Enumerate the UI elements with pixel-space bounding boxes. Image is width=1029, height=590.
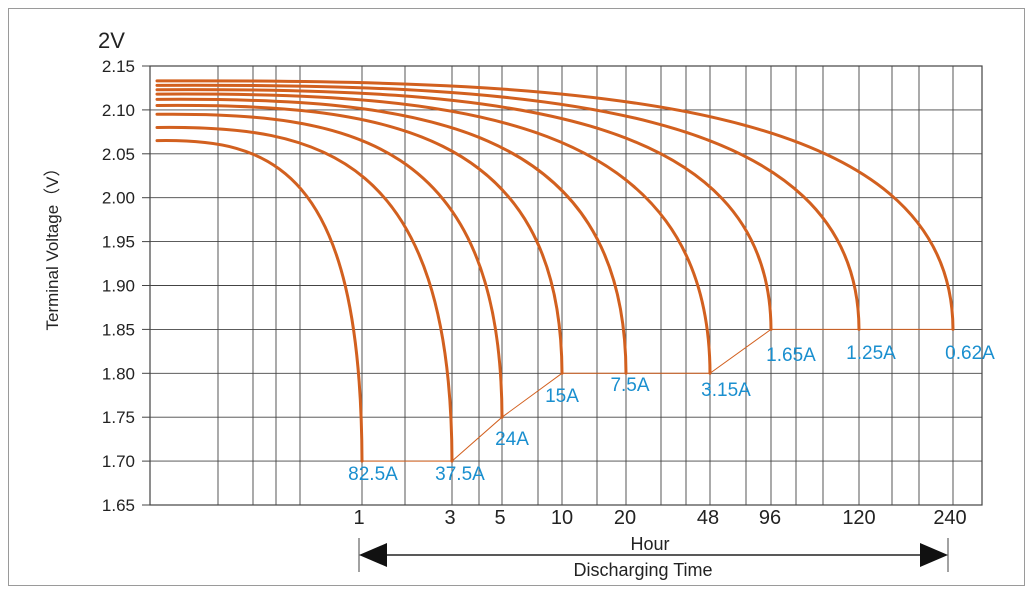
- y-tick-label: 2.10: [102, 101, 135, 120]
- x-tick-label: 1: [353, 507, 364, 529]
- x-tick-labels: 1 3 5 10 20 48 96 120 240: [353, 507, 966, 529]
- y-tick-label: 1.75: [102, 408, 135, 427]
- curve-1.65A: [155, 88, 773, 331]
- y-tick-labels: 2.15 2.10 2.05 2.00 1.95 1.90 1.85 1.80 1.75 1.70…: [102, 57, 135, 515]
- curve-label: 15A: [545, 386, 579, 407]
- curve-3.15A: [155, 92, 712, 375]
- y-tick-label: 2.05: [102, 145, 135, 164]
- curve-label: 1.25A: [846, 343, 896, 364]
- x-tick-label: 48: [697, 507, 719, 529]
- curve-24A: [155, 112, 504, 419]
- curve-15A: [155, 103, 564, 375]
- curve-label: 37.5A: [435, 464, 485, 485]
- x-axis-arrow: [358, 538, 949, 572]
- curve-label: 1.65A: [766, 345, 816, 366]
- x-tick-label: 5: [494, 507, 505, 529]
- y-tick-label: 1.90: [102, 277, 135, 296]
- x-axis-label-discharging-time: Discharging Time: [573, 560, 712, 580]
- x-tick-label: 3: [444, 507, 455, 529]
- curve-label: 24A: [495, 429, 529, 450]
- arrow-left-icon: [359, 543, 387, 567]
- chart-frame: [8, 8, 1025, 586]
- x-tick-label: 240: [933, 507, 966, 529]
- x-axis-label-hour: Hour: [630, 534, 669, 554]
- y-tick-label: 1.65: [102, 496, 135, 515]
- unit-label: 2V: [98, 28, 125, 53]
- discharge-curves: [155, 79, 955, 463]
- y-tick-label: 1.95: [102, 233, 135, 252]
- y-tick-label: 1.80: [102, 364, 135, 383]
- curve-82.5A: [155, 139, 364, 463]
- grid: [142, 65, 983, 506]
- x-tick-label: 120: [842, 507, 875, 529]
- y-tick-label: 2.00: [102, 189, 135, 208]
- curve-label: 82.5A: [348, 464, 398, 485]
- x-tick-label: 96: [759, 507, 781, 529]
- y-axis-label: Terminal Voltage（V）: [43, 159, 62, 330]
- x-tick-label: 10: [551, 507, 573, 529]
- curve-37.5A: [155, 125, 454, 463]
- curve-7.5A: [155, 97, 628, 375]
- curve-label: 3.15A: [701, 380, 751, 401]
- curve-label: 7.5A: [610, 375, 649, 396]
- curve-labels: 82.5A 37.5A 24A 15A 7.5A 3.15A 1.65A 1.25A 0.62A: [348, 343, 995, 485]
- curve-0.62A: [155, 79, 955, 331]
- y-tick-label: 1.85: [102, 320, 135, 339]
- arrow-right-icon: [920, 543, 948, 567]
- curve-1.25A: [155, 83, 861, 331]
- y-tick-label: 1.70: [102, 452, 135, 471]
- x-tick-label: 20: [614, 507, 636, 529]
- y-tick-label: 2.15: [102, 57, 135, 76]
- curve-label: 0.62A: [945, 343, 995, 364]
